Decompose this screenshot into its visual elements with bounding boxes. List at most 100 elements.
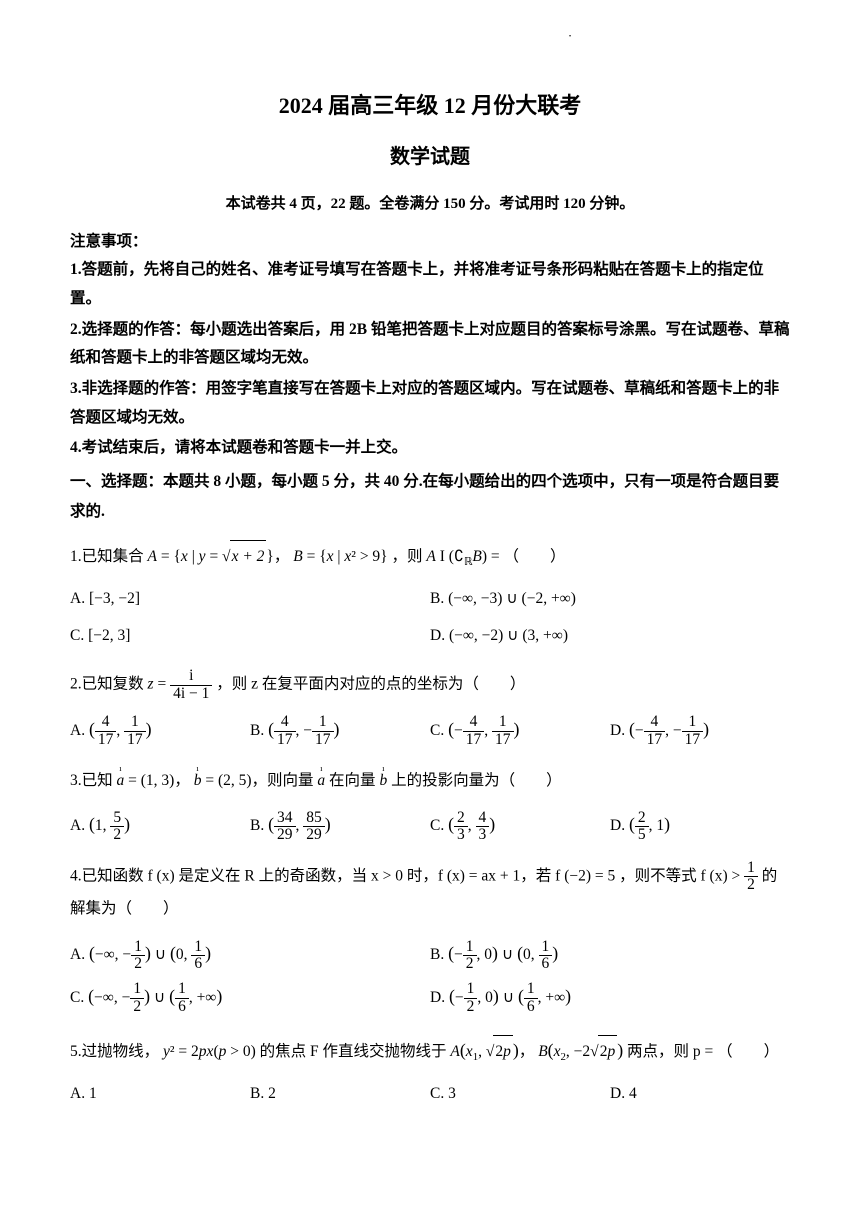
q2-opt-b: B. (417, −117) <box>250 708 430 751</box>
q4c-d2: 6 <box>175 999 189 1015</box>
q4-opt-a: A. (−∞, −12) ∪ (0, 16) <box>70 932 430 975</box>
q3-mid: 在向量 <box>325 772 379 789</box>
q3b-n2: 85 <box>303 810 325 827</box>
q5-opt-d: D. 4 <box>610 1075 790 1112</box>
q3-options: A. (1, 52) B. (3429, 8529) C. (23, 43) D… <box>70 803 790 846</box>
q4a-d2: 6 <box>191 956 205 972</box>
q1-opt-b: B. (−∞, −3) ∪ (−2, +∞) <box>430 580 790 617</box>
notice-item-1: 1.答题前，先将自己的姓名、准考证号填写在答题卡上，并将准考证号条形码粘贴在答题… <box>70 256 790 313</box>
q1-opt-d: D. (−∞, −2) ∪ (3, +∞) <box>430 617 790 654</box>
q4d-n1: 1 <box>464 981 478 998</box>
q3b-n1: 34 <box>274 810 296 827</box>
notice-header: 注意事项： <box>70 227 790 256</box>
q2c-d2: 17 <box>492 732 514 748</box>
q2-opt-d: D. (−417, −117) <box>610 708 790 751</box>
page-marker: · <box>210 24 860 49</box>
question-4: 4.已知函数 f (x) 是定义在 R 上的奇函数，当 x > 0 时，f (x… <box>70 860 790 926</box>
q2-frac-den: 4i − 1 <box>170 686 212 702</box>
q4d-d1: 2 <box>464 999 478 1015</box>
question-1: 1.已知集合 A = {x | y = √x + 2}， B = {x | x²… <box>70 540 790 574</box>
notice-item-4: 4.考试结束后，请将本试题卷和答题卡一并上交。 <box>70 434 790 463</box>
notice-item-2: 2.选择题的作答：每小题选出答案后，用 2B 铅笔把答题卡上对应题目的答案标号涂… <box>70 316 790 373</box>
q2-frac-num: i <box>170 668 212 685</box>
section-1-header: 一、选择题：本题共 8 小题，每小题 5 分，共 40 分.在每小题给出的四个选… <box>70 467 790 526</box>
q5-num: 5. <box>70 1043 82 1060</box>
q3c-d1: 3 <box>454 827 468 843</box>
q3-num: 3. <box>70 772 82 789</box>
q4d-n2: 1 <box>524 981 538 998</box>
q3a-n: 5 <box>110 810 124 827</box>
q5-stem-pre: 过抛物线， <box>82 1043 160 1060</box>
q5-options: A. 1 B. 2 C. 3 D. 4 <box>70 1075 790 1112</box>
exam-info: 本试卷共 4 页，22 题。全卷满分 150 分。考试用时 120 分钟。 <box>70 190 790 219</box>
q4c-n1: 1 <box>130 981 144 998</box>
q3-b-val: = (2, 5)，则向量 <box>201 772 317 789</box>
q3-stem-pre: 已知 <box>82 772 117 789</box>
q4-opt-b: B. (−12, 0) ∪ (0, 16) <box>430 932 790 975</box>
question-2: 2.已知复数 z = i4i − 1 ，则 z 在复平面内对应的点的坐标为（ ） <box>70 668 790 702</box>
q4a-d1: 2 <box>131 956 145 972</box>
q2-stem-end: ，则 z 在复平面内对应的点的坐标为（ ） <box>216 676 525 693</box>
q2c-n1: 4 <box>463 714 485 731</box>
q5-stem-mid: 的焦点 F 作直线交抛物线于 <box>260 1043 451 1060</box>
q4a-n2: 1 <box>191 939 205 956</box>
q4-opt-c: C. (−∞, −12) ∪ (16, +∞) <box>70 975 430 1018</box>
q2a-n2: 1 <box>124 714 146 731</box>
q2b-d1: 17 <box>274 732 296 748</box>
q3-opt-c: C. (23, 43) <box>430 803 610 846</box>
q5-stem-end: 两点，则 p = （ ） <box>627 1043 779 1060</box>
sub-title: 数学试题 <box>70 138 790 176</box>
q2b-n2: 1 <box>312 714 334 731</box>
q4d-d2: 6 <box>524 999 538 1015</box>
q3-stem-end: 上的投影向量为（ ） <box>387 772 561 789</box>
q3c-d2: 3 <box>476 827 490 843</box>
q3-opt-a: A. (1, 52) <box>70 803 250 846</box>
q3a-d: 2 <box>110 827 124 843</box>
q2-opt-c: C. (−417, 117) <box>430 708 610 751</box>
q4-frac-d: 2 <box>744 877 758 893</box>
q2-stem-pre: 已知复数 <box>82 676 148 693</box>
q3-a-val: = (1, 3)， <box>124 772 190 789</box>
q4b-n2: 1 <box>539 939 553 956</box>
q4c-n2: 1 <box>175 981 189 998</box>
q2d-d1: 17 <box>644 732 666 748</box>
q3d-d1: 5 <box>635 827 649 843</box>
q2a-d1: 17 <box>95 732 117 748</box>
q4b-n1: 1 <box>463 939 477 956</box>
q2-opt-a: A. (417, 117) <box>70 708 250 751</box>
q3b-d2: 29 <box>303 827 325 843</box>
q4c-d1: 2 <box>130 999 144 1015</box>
question-3: 3.已知 ıa = (1, 3)， ıb = (2, 5)，则向量 ıa 在向量… <box>70 765 790 798</box>
q3c-n2: 4 <box>476 810 490 827</box>
q5-opt-c: C. 3 <box>430 1075 610 1112</box>
q3d-n1: 2 <box>635 810 649 827</box>
q2-num: 2. <box>70 676 82 693</box>
q2b-n1: 4 <box>274 714 296 731</box>
q1-stem-mid: ，则 <box>392 548 427 565</box>
q3-opt-b: B. (3429, 8529) <box>250 803 430 846</box>
q2d-n1: 4 <box>644 714 666 731</box>
q3c-n1: 2 <box>454 810 468 827</box>
q2b-d2: 17 <box>312 732 334 748</box>
q4-num: 4. <box>70 867 82 884</box>
q4-stem: 已知函数 f (x) 是定义在 R 上的奇函数，当 x > 0 时，f (x) … <box>82 867 744 884</box>
q1-num: 1. <box>70 548 82 565</box>
q4b-d1: 2 <box>463 956 477 972</box>
q2a-n1: 4 <box>95 714 117 731</box>
question-5: 5.过抛物线， y² = 2px(p > 0) 的焦点 F 作直线交抛物线于 A… <box>70 1032 790 1069</box>
q4-options: A. (−∞, −12) ∪ (0, 16) B. (−12, 0) ∪ (0,… <box>70 932 790 1018</box>
q4-frac-n: 1 <box>744 860 758 877</box>
q3b-d1: 29 <box>274 827 296 843</box>
q2d-d2: 17 <box>682 732 704 748</box>
q4a-n1: 1 <box>131 939 145 956</box>
q2a-d2: 17 <box>124 732 146 748</box>
q2c-n2: 1 <box>492 714 514 731</box>
q1-opt-c: C. [−2, 3] <box>70 617 430 654</box>
notice-item-3: 3.非选择题的作答：用签字笔直接写在答题卡上对应的答题区域内。写在试题卷、草稿纸… <box>70 375 790 432</box>
q1-options: A. [−3, −2] B. (−∞, −3) ∪ (−2, +∞) C. [−… <box>70 580 790 654</box>
q2d-n2: 1 <box>682 714 704 731</box>
q1-stem-pre: 已知集合 <box>82 548 148 565</box>
q4-opt-d: D. (−12, 0) ∪ (16, +∞) <box>430 975 790 1018</box>
q3-opt-d: D. (25, 1) <box>610 803 790 846</box>
q5-opt-b: B. 2 <box>250 1075 430 1112</box>
